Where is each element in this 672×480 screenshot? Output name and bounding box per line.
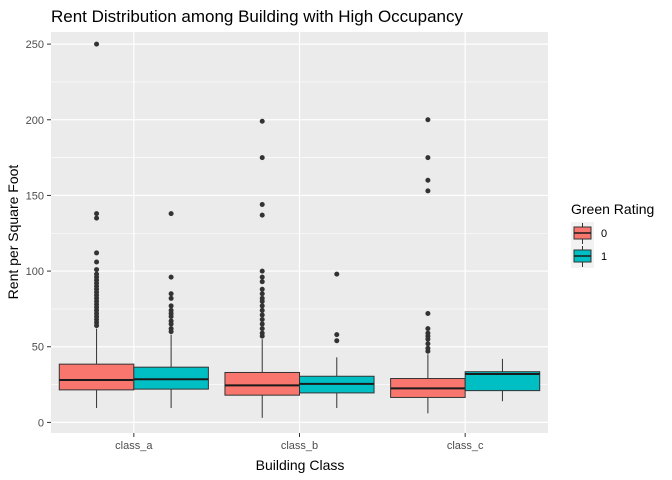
y-tick-label: 200 (26, 115, 44, 127)
outlier-point (425, 177, 431, 183)
y-axis-title: Rent per Square Foot (5, 165, 21, 300)
outlier-point (94, 323, 100, 329)
outlier-point (334, 332, 340, 338)
outlier-point (94, 215, 100, 221)
x-axis-ticks: class_a class_b class_c (115, 433, 484, 452)
box-class_b-1 (299, 271, 375, 409)
x-tick-label: class_a (115, 440, 153, 452)
outlier-point (425, 310, 431, 316)
y-axis-ticks: 0 50 100 150 200 250 (26, 39, 51, 429)
outlier-point (168, 303, 174, 309)
outlier-point (425, 117, 431, 123)
outlier-point (259, 307, 265, 313)
outlier-point (334, 338, 340, 344)
x-tick-label: class_b (281, 440, 318, 452)
outlier-point (425, 348, 431, 354)
outlier-point (425, 326, 431, 332)
legend-label: 1 (601, 251, 607, 263)
outlier-point (259, 312, 265, 318)
x-tick-label: class_c (447, 440, 484, 452)
grid-lines (51, 32, 548, 433)
outlier-point (94, 259, 100, 265)
outlier-point (259, 274, 265, 280)
y-tick-label: 150 (26, 190, 44, 202)
outlier-point (259, 298, 265, 304)
outlier-point (425, 188, 431, 194)
outlier-point (259, 286, 265, 292)
y-tick-label: 100 (26, 266, 44, 278)
outlier-point (259, 333, 265, 339)
outlier-point (168, 274, 174, 280)
outlier-point (259, 212, 265, 218)
box-body (464, 371, 541, 392)
outlier-point (168, 329, 174, 335)
x-axis-title: Building Class (256, 457, 345, 473)
outlier-point (259, 202, 265, 208)
legend: Green Rating 0 1 (571, 201, 654, 268)
chart-title: Rent Distribution among Building with Hi… (51, 7, 463, 26)
outlier-point (259, 279, 265, 285)
outlier-point (168, 291, 174, 297)
outlier-point (425, 336, 431, 342)
outlier-point (259, 291, 265, 297)
outlier-point (94, 250, 100, 256)
box-class_a-0 (58, 41, 135, 409)
outlier-point (168, 321, 174, 327)
box-series (58, 41, 541, 418)
legend-key-0: 0 (571, 222, 607, 245)
y-tick-label: 50 (32, 342, 44, 354)
outlier-point (259, 155, 265, 161)
outlier-point (168, 295, 174, 301)
box-body (224, 371, 300, 396)
outlier-point (334, 271, 340, 277)
outlier-point (94, 267, 100, 273)
outlier-point (259, 118, 265, 124)
legend-title: Green Rating (571, 201, 654, 217)
legend-key-1: 1 (571, 245, 607, 268)
outlier-point (425, 155, 431, 161)
box-class_a-1 (133, 211, 209, 409)
box-class_c-1 (464, 358, 541, 402)
outlier-point (94, 41, 100, 47)
outlier-point (259, 321, 265, 327)
outlier-point (168, 211, 174, 217)
y-tick-label: 250 (26, 39, 44, 51)
outlier-point (259, 317, 265, 323)
outlier-point (259, 268, 265, 274)
outlier-point (94, 211, 100, 217)
box-body (58, 363, 135, 391)
box-class_c-0 (390, 117, 466, 414)
box-class_b-0 (224, 118, 300, 418)
box-body (133, 366, 209, 390)
outlier-point (259, 326, 265, 332)
legend-label: 0 (601, 228, 607, 240)
outlier-point (259, 303, 265, 309)
outlier-point (168, 313, 174, 319)
y-tick-label: 0 (38, 417, 44, 429)
outlier-point (425, 341, 431, 347)
